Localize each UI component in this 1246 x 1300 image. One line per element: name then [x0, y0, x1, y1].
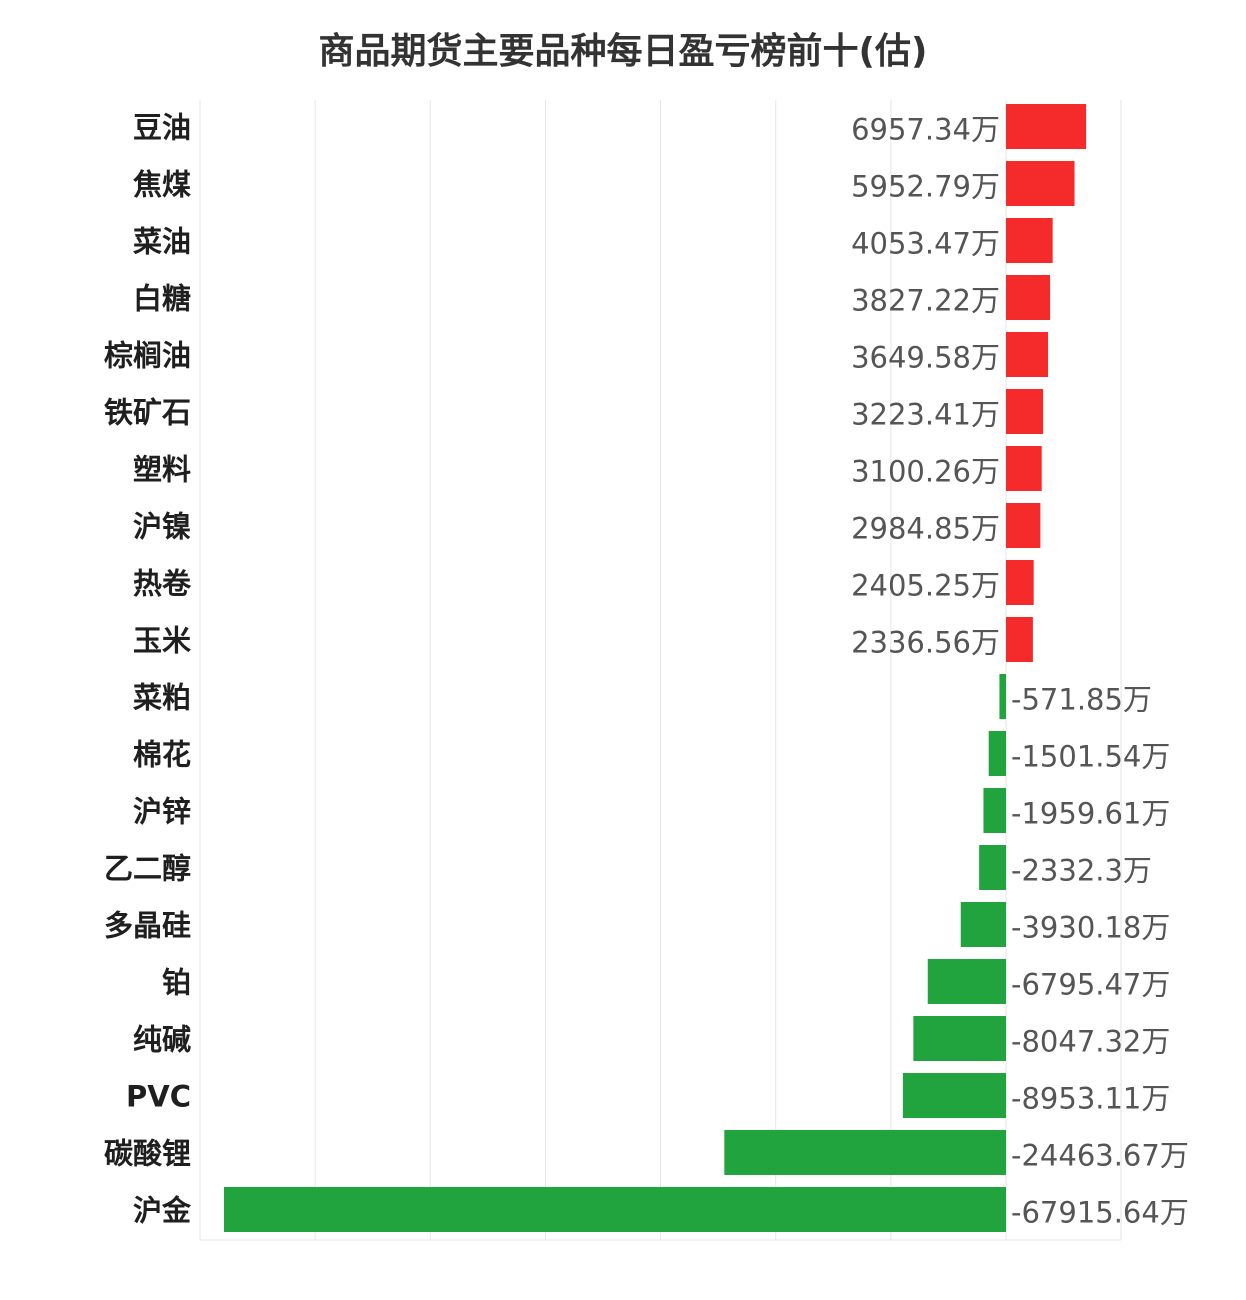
value-label: 5952.79万: [851, 170, 1000, 204]
bar: [927, 959, 1006, 1004]
bar: [1006, 503, 1041, 548]
value-label: -571.85万: [1011, 683, 1152, 717]
category-label: 热卷: [133, 567, 192, 601]
value-label: 2336.56万: [851, 626, 1000, 660]
category-label: 菜油: [133, 225, 191, 259]
category-label: PVC: [126, 1080, 191, 1114]
value-label: -3930.18万: [1011, 911, 1170, 945]
bar: [983, 788, 1006, 833]
bar: [724, 1130, 1006, 1175]
category-label: 铁矿石: [104, 396, 191, 430]
value-label: 3827.22万: [851, 284, 1000, 318]
category-label: 碳酸锂: [104, 1137, 191, 1171]
bar: [988, 731, 1006, 776]
bars: [224, 104, 1087, 1232]
value-label: -8047.32万: [1011, 1025, 1170, 1059]
category-label: 沪锌: [133, 795, 191, 829]
value-label: -1959.61万: [1011, 797, 1170, 831]
value-label: -2332.3万: [1011, 854, 1152, 888]
value-labels: 6957.34万 5952.79万 4053.47万 3827.22万 3649.58万…: [851, 113, 1189, 1230]
value-label: -24463.67万: [1011, 1139, 1189, 1173]
category-label: 玉米: [133, 624, 191, 658]
bar: [224, 1187, 1006, 1232]
bar: [902, 1073, 1006, 1118]
category-label: 棉花: [133, 738, 191, 772]
value-label: 4053.47万: [851, 227, 1000, 261]
category-label: 乙二醇: [104, 852, 191, 886]
bar: [1006, 389, 1044, 434]
category-label: 菜粕: [133, 681, 191, 715]
bar: [999, 674, 1006, 719]
bar: [1006, 161, 1075, 206]
bar: [1006, 617, 1033, 662]
value-label: -6795.47万: [1011, 968, 1170, 1002]
grid: [199, 100, 1122, 1241]
bar: [979, 845, 1006, 890]
bar: [913, 1016, 1006, 1061]
category-label: 多晶硅: [104, 909, 191, 943]
category-label: 焦煤: [133, 168, 191, 202]
value-label: -1501.54万: [1011, 740, 1170, 774]
value-label: 2405.25万: [851, 569, 1000, 603]
value-label: 6957.34万: [851, 113, 1000, 147]
value-label: 2984.85万: [851, 512, 1000, 546]
value-label: 3649.58万: [851, 341, 1000, 375]
category-label: 纯碱: [133, 1023, 191, 1057]
category-label: 白糖: [133, 282, 191, 316]
bar: [1006, 332, 1049, 377]
category-label: 铂: [162, 966, 191, 1000]
bar: [960, 902, 1006, 947]
category-label: 塑料: [133, 453, 191, 487]
bar: [1006, 104, 1087, 149]
chart-title: 商品期货主要品种每日盈亏榜前十(估): [318, 31, 928, 72]
value-label: 3100.26万: [851, 455, 1000, 489]
value-label: 3223.41万: [851, 398, 1000, 432]
category-label: 沪金: [133, 1194, 192, 1228]
value-label: -67915.64万: [1011, 1196, 1189, 1230]
bar: [1006, 446, 1042, 491]
category-label: 棕榈油: [104, 339, 191, 373]
bar: [1006, 275, 1051, 320]
bar: [1006, 218, 1053, 263]
category-label: 沪镍: [133, 510, 191, 544]
value-label: -8953.11万: [1011, 1082, 1170, 1116]
bar: [1006, 560, 1034, 605]
category-label: 豆油: [133, 111, 191, 145]
